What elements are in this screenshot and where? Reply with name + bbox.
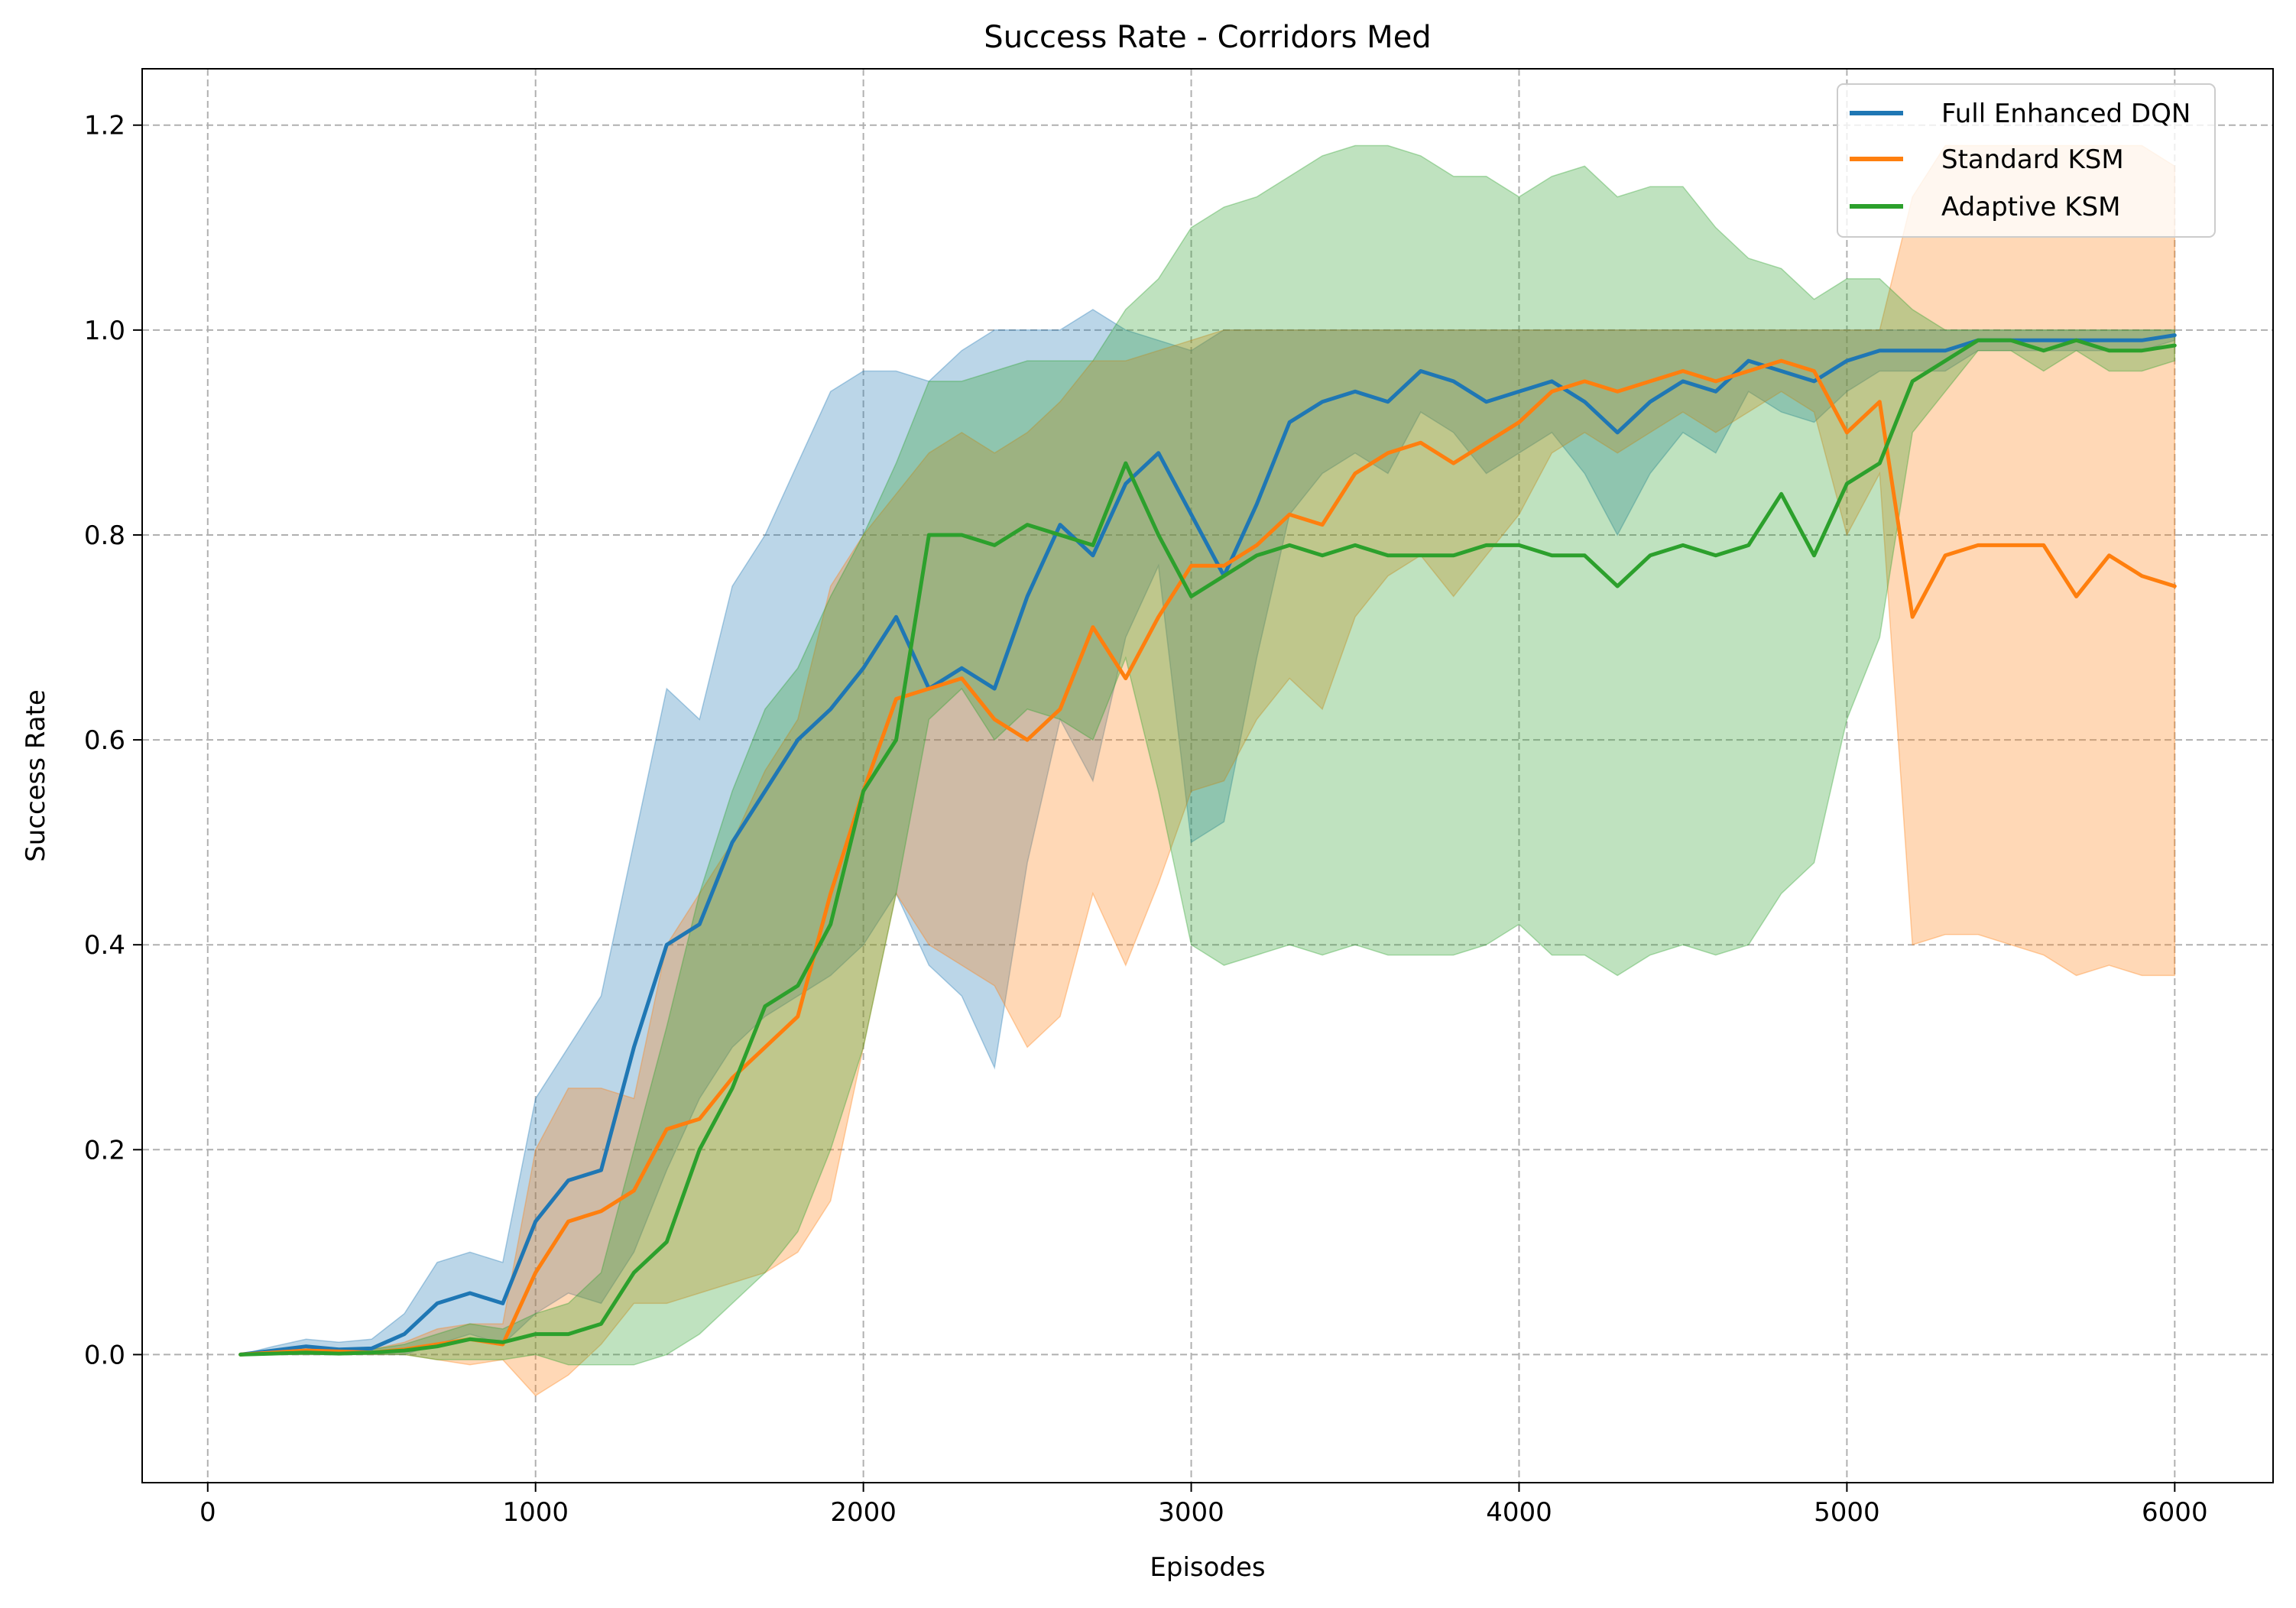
series-lines [238,333,2177,1357]
x-tick-label: 0 [199,1497,216,1528]
legend-label-standard-ksm: Standard KSM [1941,144,2124,175]
band-standard-ksm [240,144,2176,1397]
x-tick-label: 5000 [1814,1497,1880,1528]
x-tick-label: 3000 [1158,1497,1224,1528]
axis-ticks: 0 1000 2000 3000 4000 5000 6000 0.0 0.2 0.4 0.6 0.8… [84,111,2208,1528]
x-tick-label: 2000 [830,1497,897,1528]
legend-label-adaptive-ksm: Adaptive KSM [1941,192,2121,222]
y-tick-label: 0.0 [84,1340,125,1370]
line-adaptive-ksm [238,338,2177,1357]
y-tick-label: 0.2 [84,1135,125,1165]
y-tick-label: 0.6 [84,725,125,756]
x-tick-label: 6000 [2142,1497,2208,1528]
line-full-enhanced-dqn [238,333,2177,1357]
y-tick-label: 0.4 [84,930,125,961]
y-tick-label: 1.0 [84,316,125,346]
y-axis-label: Success Rate [21,689,51,862]
legend: Full Enhanced DQN Standard KSM Adaptive … [1837,83,2216,238]
line-standard-ksm [238,358,2177,1357]
x-tick-label: 4000 [1486,1497,1552,1528]
legend-label-full-enhanced-dqn: Full Enhanced DQN [1941,99,2191,129]
chart-title: Success Rate - Corridors Med [984,20,1431,55]
plot-frame [141,68,2274,1483]
y-tick-label: 0.8 [84,520,125,551]
legend-box [1837,83,2216,238]
y-tick-label: 1.2 [84,111,125,141]
grid-layer [142,69,2273,1483]
x-axis-label: Episodes [1150,1552,1265,1583]
x-tick-label: 1000 [502,1497,569,1528]
